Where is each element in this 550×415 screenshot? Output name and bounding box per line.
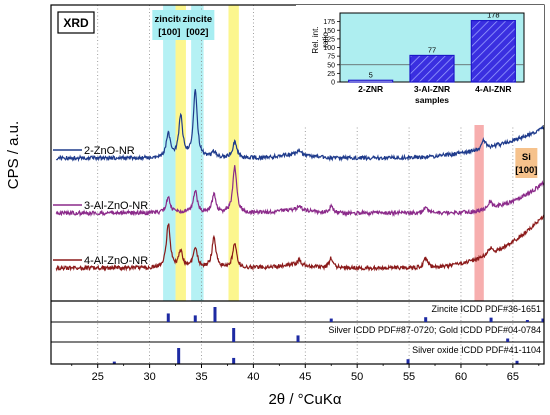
reference-line	[515, 360, 519, 364]
reference-line	[506, 338, 510, 342]
highlight-band	[191, 5, 204, 301]
series-line	[55, 89, 545, 163]
highlight-band	[474, 5, 484, 301]
reference-label: Silver oxide ICDD PDF#41-1104	[412, 345, 541, 355]
reference-line	[406, 359, 410, 364]
inset-category-label: 3-Al-ZNR	[414, 84, 450, 94]
inset-y-tick-label: 50	[327, 62, 335, 69]
inset-bar-value: 5	[369, 70, 373, 79]
inset-y-tick-label: 125	[323, 36, 335, 43]
reference-line	[296, 335, 300, 342]
inset-category-label: 4-Al-ZNR	[475, 84, 511, 94]
x-tick-label: 60	[455, 371, 467, 383]
x-tick-label: 40	[247, 371, 259, 383]
x-tick-label: 55	[403, 371, 415, 383]
reference-line	[329, 318, 333, 322]
band-label-line: [002]	[186, 27, 208, 38]
axes: 25 30 35 40 45 50 55 60 65	[50, 4, 545, 383]
reference-line	[213, 307, 217, 322]
series-label: 3-Al-ZnO-NR	[84, 200, 148, 212]
x-tick-label: 30	[143, 371, 155, 383]
highlight-bands	[163, 5, 484, 301]
series-line	[55, 165, 545, 218]
inset-y-tick-label: 75	[327, 54, 335, 61]
y-axis-label: CPS / a.u.	[5, 121, 22, 189]
inset-category-label: 2-ZNR	[358, 84, 383, 94]
inset-y-tick-label: 0	[331, 80, 335, 87]
reference-line	[232, 357, 236, 364]
band-label-line: zincite	[155, 14, 185, 25]
band-label-line: [100]	[515, 165, 537, 176]
reference-line	[232, 328, 236, 342]
inset-bar	[348, 79, 394, 83]
inset-y-tick-label: 150	[323, 28, 335, 35]
diffraction-patterns	[55, 89, 545, 272]
reference-line	[541, 318, 545, 322]
reference-line	[193, 315, 197, 322]
reference-line	[489, 317, 493, 322]
band-label-box	[515, 148, 538, 178]
series-line	[55, 214, 545, 272]
x-tick-label: 35	[195, 371, 207, 383]
inset-bar	[409, 54, 455, 83]
inset-y-tick-label: 100	[323, 45, 335, 52]
reference-label: Zincite ICDD PDF#36-1651	[431, 304, 541, 314]
inset-y-axis-label: Rel. int.	[311, 26, 320, 53]
inset-y-axis-label: ratio	[321, 32, 330, 48]
reference-line	[525, 320, 529, 322]
xrd-badge: XRD	[63, 16, 89, 30]
x-tick-label: 45	[299, 371, 311, 383]
band-label-line: [100]	[158, 27, 180, 38]
xrd-badge-box	[57, 11, 95, 34]
inset-y-tick-label: 175	[323, 19, 335, 26]
band-label-line: zincite	[183, 14, 213, 25]
inset-bar	[470, 19, 516, 83]
x-tick-label: 25	[92, 371, 104, 383]
reference-line	[112, 361, 116, 364]
inset-x-axis-label: samples	[415, 95, 449, 105]
band-label-line: Si	[522, 152, 531, 163]
series-labels: 2-ZnO-NR 3-Al-ZnO-NR 4-Al-ZnO-NR	[53, 145, 148, 267]
reference-line	[166, 313, 170, 322]
band-labels: zincite[100]zincite[002]Si[100]	[152, 10, 537, 178]
series-label: 2-ZnO-NR	[84, 145, 135, 157]
inset-bar-value: 178	[487, 11, 500, 20]
reference-label: Silver ICDD PDF#87-0720; Gold ICDD PDF#0…	[328, 325, 541, 335]
highlight-band	[228, 5, 239, 301]
inset-y-tick-label: 25	[327, 71, 335, 78]
series-label: 4-Al-ZnO-NR	[84, 255, 148, 267]
highlight-band	[163, 5, 176, 301]
x-tick-label: 50	[351, 371, 363, 383]
x-axis-label: 2θ / °CuKα	[268, 391, 341, 408]
reference-line	[424, 317, 428, 322]
band-label-box	[180, 10, 215, 40]
highlight-band	[175, 5, 186, 301]
reference-line	[177, 348, 181, 364]
x-tick-label: 65	[507, 371, 519, 383]
inset-bar-value: 77	[428, 45, 436, 54]
